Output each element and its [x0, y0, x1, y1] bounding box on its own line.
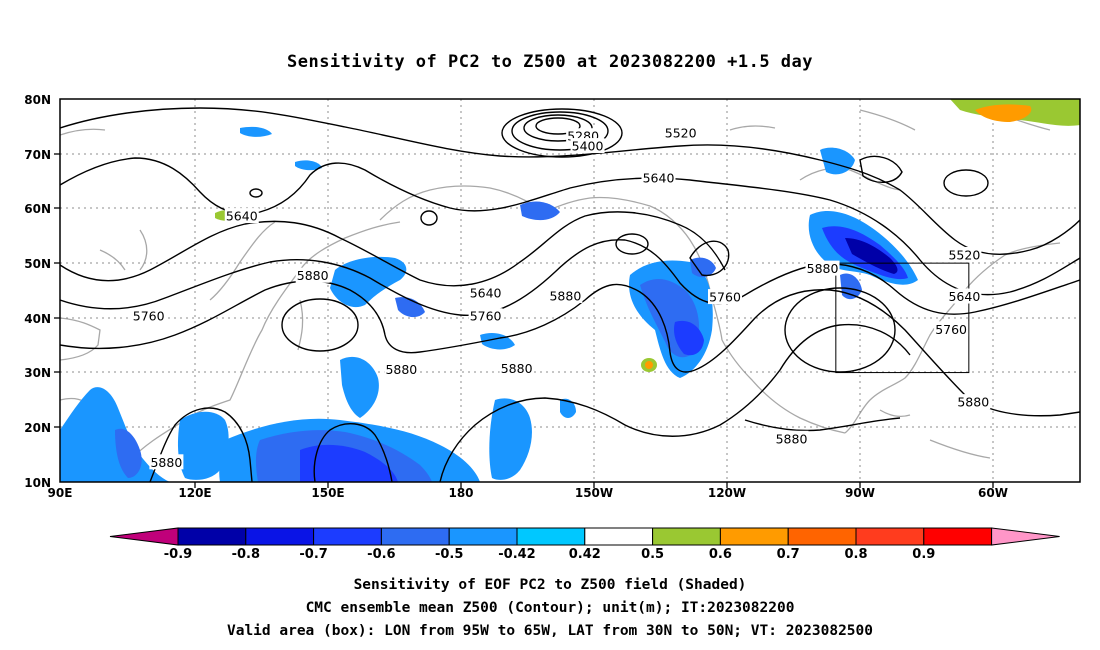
lat-label: 70N	[24, 148, 51, 162]
contour-label: 5640	[224, 208, 259, 224]
longitude-labels: 90E 120E 150E 180 150W 120W 90W 60W	[48, 486, 1008, 500]
colorbar-swatch	[177, 527, 247, 546]
contour-label: 5880	[774, 430, 809, 446]
contour-value: 5640	[643, 170, 675, 185]
colorbar-label: 0.8	[844, 547, 867, 562]
contour-value: 5520	[948, 247, 980, 262]
grid-lines	[60, 99, 1080, 482]
map-frame	[59, 98, 1081, 483]
colorbar-label: 0.5	[641, 547, 664, 562]
caption-line-1: Sensitivity of EOF PC2 to Z500 field (Sh…	[354, 577, 747, 593]
contour-label: 5760	[131, 308, 166, 324]
contour-value: 5880	[385, 362, 417, 377]
contour-label: 5400	[570, 138, 605, 154]
colorbar-label: -0.5	[435, 547, 463, 562]
colorbar-triangle-low	[109, 527, 179, 546]
lat-label: 60N	[24, 202, 51, 216]
contour-label: 5640	[468, 285, 503, 301]
colorbar-swatch	[584, 527, 654, 546]
contour-value: 5520	[665, 125, 697, 140]
contour-value: 5640	[470, 286, 502, 301]
lon-label: 120E	[178, 486, 211, 500]
contour-value: 5880	[776, 431, 808, 446]
colorbar-swatch	[516, 527, 586, 546]
colorbar-swatch	[855, 527, 925, 546]
colorbar-swatch	[923, 527, 993, 546]
colorbar-labels: -0.9 -0.8 -0.7 -0.6 -0.5 -0.42 0.42 0.5 0.6 0.7 0.…	[164, 547, 936, 562]
lat-label: 20N	[24, 421, 51, 435]
contour-label: 5640	[947, 288, 982, 304]
colorbar-swatch	[313, 527, 382, 546]
contour-label: 5880	[499, 360, 534, 376]
colorbar-triangle-high	[991, 527, 1060, 546]
caption-line-3: Valid area (box): LON from 95W to 65W, L…	[227, 623, 873, 639]
lon-label: 90W	[845, 486, 875, 500]
latitude-labels: 80N 70N 60N 50N 40N 30N 20N 10N	[24, 93, 51, 490]
colorbar-swatch	[448, 527, 518, 546]
contour-value: 5760	[470, 309, 502, 324]
contour-value: 5760	[935, 322, 967, 337]
contour-label: 5880	[548, 287, 583, 303]
lon-label: 60W	[978, 486, 1008, 500]
contour-value: 5880	[549, 288, 581, 303]
lat-label: 30N	[24, 366, 51, 380]
contour-labels: 5280540055205640564058805760564057605880…	[131, 124, 991, 470]
colorbar-swatch	[245, 527, 315, 546]
colorbar-label: -0.8	[232, 547, 260, 562]
contour-value: 5760	[709, 290, 741, 305]
lat-label: 10N	[24, 476, 51, 490]
lon-label: 150W	[575, 486, 613, 500]
colorbar-label: 0.7	[777, 547, 800, 562]
contour-value: 5400	[572, 139, 604, 154]
contour-label: 5880	[149, 454, 184, 470]
lon-label: 180	[448, 486, 473, 500]
contour-value: 5880	[501, 361, 533, 376]
colorbar	[109, 527, 1060, 546]
colorbar-label: 0.6	[709, 547, 732, 562]
contour-value: 5640	[226, 209, 258, 224]
contour-value: 5760	[133, 309, 165, 324]
colorbar-swatch	[787, 527, 857, 546]
lat-label: 40N	[24, 312, 51, 326]
sensitivity-shading	[60, 99, 1080, 482]
contour-label: 5640	[641, 169, 676, 185]
contour-label: 5880	[956, 394, 991, 410]
lat-label: 50N	[24, 257, 51, 271]
valid-area-box	[835, 262, 970, 374]
contour-label: 5760	[468, 308, 503, 324]
colorbar-swatch	[652, 527, 721, 546]
contour-label: 5520	[663, 124, 698, 140]
colorbar-label: -0.42	[498, 547, 535, 562]
contour-value: 5880	[807, 261, 839, 276]
colorbar-label: 0.42	[569, 547, 601, 562]
lon-label: 120W	[708, 486, 746, 500]
contour-label: 5520	[947, 246, 982, 262]
colorbar-swatch	[380, 527, 450, 546]
colorbar-label: -0.7	[299, 547, 327, 562]
colorbar-label: 0.9	[912, 547, 935, 562]
contour-label: 5880	[295, 267, 330, 283]
contour-value: 5880	[957, 395, 989, 410]
lon-label: 150E	[311, 486, 344, 500]
caption-line-2: CMC ensemble mean Z500 (Contour); unit(m…	[306, 600, 795, 616]
z500-contours	[60, 107, 1080, 482]
colorbar-label: -0.9	[164, 547, 192, 562]
contour-value: 5880	[150, 455, 182, 470]
colorbar-swatch	[719, 527, 789, 546]
contour-value: 5880	[297, 268, 329, 283]
axis-ticks	[54, 153, 994, 488]
contour-label: 5760	[708, 289, 742, 305]
map-title: Sensitivity of PC2 to Z500 at 2023082200…	[287, 52, 813, 72]
contour-label: 5880	[805, 260, 840, 276]
lon-label: 90E	[48, 486, 73, 500]
colorbar-label: -0.6	[367, 547, 395, 562]
contour-label: 5760	[934, 321, 969, 337]
lat-label: 80N	[24, 93, 51, 107]
contour-value: 5640	[948, 289, 980, 304]
contour-label: 5880	[384, 361, 419, 377]
